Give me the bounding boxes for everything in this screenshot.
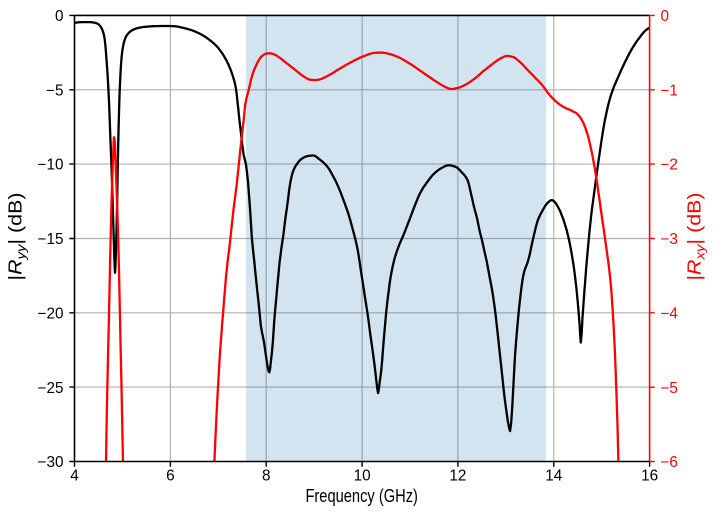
svg-text:−6: −6 <box>661 454 678 471</box>
svg-text:−4: −4 <box>661 305 679 322</box>
svg-text:|Rxy| (dB): |Rxy| (dB) <box>684 193 708 281</box>
svg-text:−5: −5 <box>661 380 678 397</box>
svg-text:−30: −30 <box>38 454 64 471</box>
svg-text:10: 10 <box>354 468 371 485</box>
svg-text:−20: −20 <box>38 305 64 322</box>
svg-text:6: 6 <box>166 468 175 485</box>
svg-text:8: 8 <box>262 468 271 485</box>
svg-text:−2: −2 <box>661 157 678 174</box>
svg-text:−15: −15 <box>38 231 64 248</box>
svg-text:−3: −3 <box>661 231 678 248</box>
svg-text:−25: −25 <box>38 380 64 397</box>
svg-text:0: 0 <box>661 8 670 25</box>
svg-text:|Ryy| (dB): |Ryy| (dB) <box>4 193 28 281</box>
svg-text:−1: −1 <box>661 82 678 99</box>
svg-text:14: 14 <box>545 468 563 485</box>
svg-text:−5: −5 <box>46 82 63 99</box>
svg-text:Frequency (GHz): Frequency (GHz) <box>305 485 418 506</box>
svg-text:0: 0 <box>55 8 64 25</box>
svg-text:4: 4 <box>70 468 79 485</box>
svg-text:−10: −10 <box>38 157 64 174</box>
svg-text:16: 16 <box>641 468 658 485</box>
svg-text:12: 12 <box>449 468 466 485</box>
